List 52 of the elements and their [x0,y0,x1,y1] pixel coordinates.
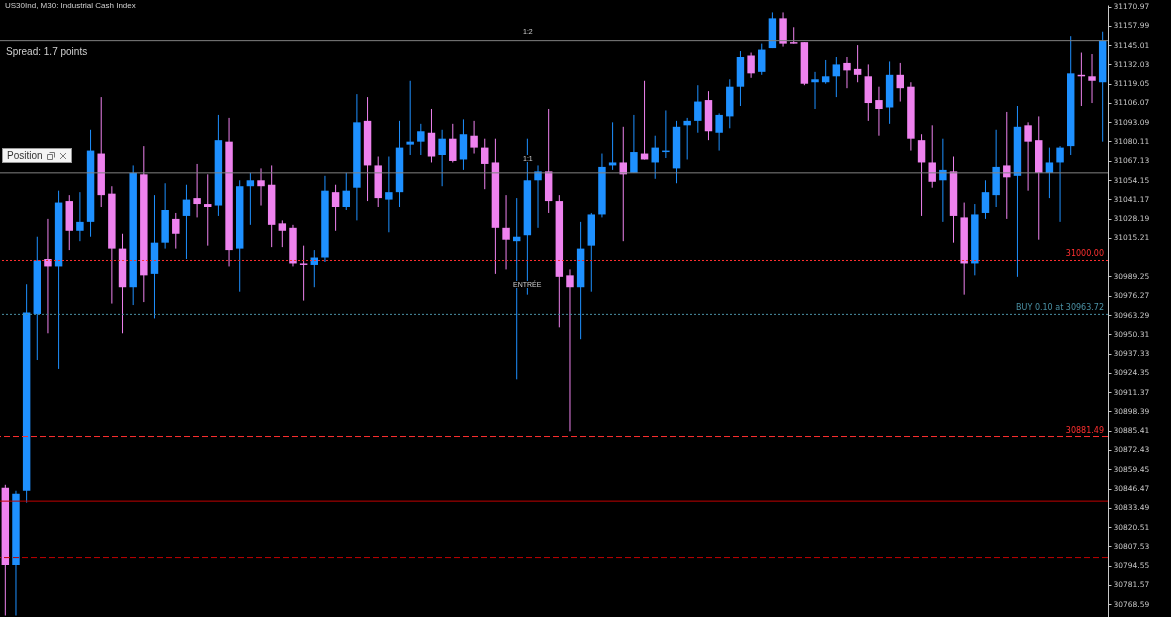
position-panel: Position [2,148,72,163]
candlestick [843,56,851,89]
candlestick [1045,147,1054,199]
candlestick [896,62,904,103]
candlestick [278,219,287,248]
candlestick [928,124,936,189]
candlestick [566,268,574,432]
candlestick [481,138,489,190]
candlestick [385,156,393,233]
ref-line-label: BUY 0.10 at 30963.72 [1016,303,1104,313]
candlestick [821,59,830,85]
candlestick [182,184,191,260]
candlestick [758,43,766,76]
candlestick [257,167,265,207]
candlestick [1003,111,1011,220]
candlestick [917,133,926,217]
candlestick [683,117,691,160]
candlestick [832,56,841,98]
candlestick [204,173,212,247]
candlestick [342,172,350,211]
candlestick [747,52,755,79]
ref-line-label: 30881.49 [1065,425,1104,435]
candlestick [875,86,883,137]
candlestick [406,80,414,156]
candlestick [608,121,617,171]
candlestick [172,212,180,250]
chart-title: US30Ind, M30: Industrial Cash Index [4,1,137,10]
candlestick [811,71,819,110]
annotation: Position [7,150,43,161]
candlestick [76,191,84,242]
candlestick [417,123,425,156]
candlestick [853,44,862,83]
candlestick [331,184,340,232]
candlestick [438,129,446,187]
candlestick [502,194,510,270]
candlestick [246,172,255,226]
candlestick [1056,145,1064,223]
ref-line-label: 31000.00 [1065,249,1104,259]
candlestick [470,120,478,155]
candlestick [427,108,436,163]
candlestick [449,123,457,163]
candlestick [630,114,638,174]
candlestick [1088,53,1096,104]
candlestick [1024,121,1032,192]
candlestick [193,163,201,218]
candlestick [981,179,990,220]
candlestick [299,245,308,302]
candlestick [44,218,52,334]
candlestick [715,112,723,152]
candlestick [694,84,702,134]
candlestick [651,135,659,180]
annotation: Spread: 1.7 points [5,46,89,57]
